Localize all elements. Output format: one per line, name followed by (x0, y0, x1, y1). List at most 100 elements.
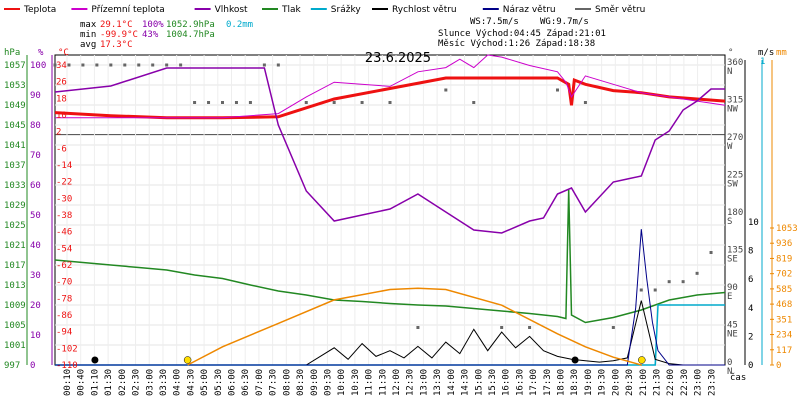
mm-axis-label: mm (776, 48, 787, 58)
time-tick-label: 05:30 (214, 369, 224, 396)
time-tick-label: 08:30 (296, 369, 306, 396)
grid (55, 55, 725, 366)
wind-dir-point (221, 101, 224, 104)
dir-tick-label: 0 (727, 358, 732, 368)
stats-min-label: min (80, 30, 96, 40)
temp-tick-label: -22 (56, 178, 72, 188)
wind-dir-point (611, 326, 615, 329)
info-moon: Měsíc Východ:1:26 Západ:18:38 (438, 39, 595, 49)
legend-label: Vlhkost (215, 5, 248, 15)
mm-tick-label: 936 (776, 239, 792, 249)
stats-avg-label: avg (80, 40, 96, 50)
series-vlhkost (54, 67, 725, 234)
temp-tick-label: 10 (56, 111, 67, 121)
stats-max-rain: 0.2mm (226, 20, 253, 30)
hum-tick-label: 30 (30, 271, 41, 281)
dir-axis-label: ° (728, 48, 733, 58)
wind-dir-point (151, 63, 155, 67)
press-tick-label: 1049 (4, 101, 26, 111)
time-tick-label: 13:30 (433, 369, 443, 396)
time-tick-label: 11:00 (365, 369, 375, 396)
dir-tick-label: 180 (727, 208, 743, 218)
hum-tick-label: 60 (30, 181, 41, 191)
stats-min-press: 1004.7hPa (166, 30, 215, 40)
wind-dir-point (416, 326, 420, 329)
dir-tick-label: 90 (727, 283, 738, 293)
wind-dir-point (500, 326, 504, 329)
wind-dir-point (179, 63, 183, 67)
time-tick-label: 06:30 (241, 369, 251, 396)
time-tick-label: 20:00 (611, 369, 621, 396)
wind-dir-point (332, 101, 336, 104)
dir-tick-name: N (727, 367, 732, 377)
mm-tick-label: 702 (776, 270, 792, 280)
press-tick-label: 997 (4, 361, 20, 371)
press-tick-label: 1001 (4, 341, 26, 351)
info-wg: WG:9.7m/s (540, 17, 589, 27)
ms-tick-label: 0 (748, 361, 753, 371)
ms-axis-label: m/s (758, 48, 774, 58)
legend-label: Náraz větru (503, 5, 556, 15)
dir-tick-name: W (727, 142, 733, 152)
ms-tick-label: 8 (748, 247, 753, 257)
hum-tick-label: 40 (30, 241, 41, 251)
wind-dir-point (709, 251, 713, 254)
dir-tick-label: 270 (727, 133, 743, 143)
wind-dir-point (234, 101, 238, 104)
ms-tick-label: 4 (748, 304, 753, 314)
stats-max-temp: 29.1°C (100, 20, 133, 30)
moonset-marker (571, 356, 579, 364)
legend-label: Teplota (23, 5, 56, 15)
temp-tick-label: 26 (56, 78, 67, 88)
dir-tick-name: NE (727, 330, 738, 340)
wind-dir-point (109, 63, 113, 67)
wind-dir-point (67, 63, 71, 67)
temp-tick-label: -38 (56, 211, 72, 221)
time-tick-label: 23:30 (707, 369, 717, 396)
wind-dir-point (123, 63, 127, 67)
time-tick-label: 00:40 (77, 369, 87, 396)
wind-dir-point (248, 101, 252, 104)
chart-title: 23.6.2025 (365, 51, 431, 66)
legend-label: Přízemní teplota (91, 5, 164, 15)
axes-layer: 1057105310491045104110371033102910251021… (4, 55, 798, 396)
time-tick-label: 21:30 (652, 369, 662, 396)
time-tick-label: 12:30 (406, 369, 416, 396)
temp-tick-label: -46 (56, 228, 72, 238)
time-tick-label: 20:30 (625, 369, 635, 396)
dir-tick-label: 225 (727, 171, 743, 181)
hum-tick-label: 100 (30, 61, 46, 71)
time-axis-label: čas (730, 372, 746, 383)
press-tick-label: 1045 (4, 121, 26, 131)
time-tick-label: 16:00 (502, 369, 512, 396)
hum-tick-label: 80 (30, 121, 41, 131)
wind-dir-point (388, 101, 392, 104)
legend-label: Rychlost větru (392, 5, 457, 15)
temp-tick-label: 2 (56, 128, 61, 138)
ms-tick-label: 10 (748, 218, 759, 228)
time-tick-label: 05:00 (200, 369, 210, 396)
sunrise-marker (183, 356, 192, 364)
press-tick-label: 1037 (4, 161, 26, 171)
dir-tick-name: S (727, 217, 732, 227)
legend-label: Směr větru (595, 5, 645, 15)
time-tick-label: 06:00 (228, 369, 238, 396)
temp-tick-label: 18 (56, 94, 67, 104)
hum-tick-label: 50 (30, 211, 41, 221)
dir-tick-name: SW (727, 180, 738, 190)
hum-tick-label: 10 (30, 331, 41, 341)
time-tick-label: 02:30 (132, 369, 142, 396)
mm-tick-label: 0 (776, 361, 781, 371)
time-tick-label: 23:00 (694, 369, 704, 396)
press-tick-label: 1021 (4, 241, 26, 251)
info-sun: Slunce Východ:04:45 Západ:21:01 (438, 29, 606, 39)
press-tick-label: 1017 (4, 261, 26, 271)
time-tick-label: 19:30 (598, 369, 608, 396)
time-tick-label: 22:00 (666, 369, 676, 396)
time-tick-label: 02:00 (118, 369, 128, 396)
dir-tick-name: N (727, 67, 732, 77)
press-tick-label: 1033 (4, 181, 26, 191)
press-tick-label: 1025 (4, 221, 26, 231)
time-tick-label: 01:10 (90, 369, 100, 396)
dir-tick-name: SE (727, 255, 738, 265)
